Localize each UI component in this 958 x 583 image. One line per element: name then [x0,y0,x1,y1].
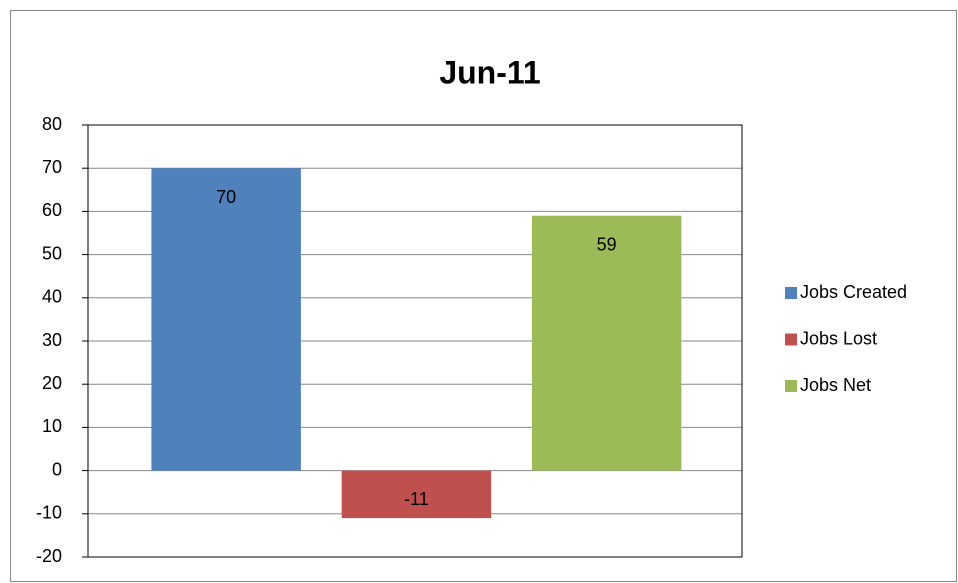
plot-border [87,124,743,558]
data-label: -11 [404,489,429,509]
y-tick-label: -20 [36,546,62,566]
data-label: 70 [216,187,236,207]
bar [531,215,682,471]
y-tick-label: 30 [42,330,62,350]
legend-label: Jobs Lost [800,328,877,348]
y-tick-label: 60 [42,200,62,220]
legend-label: Jobs Created [800,282,907,302]
chart-title: Jun-11 [439,54,540,90]
data-label: 59 [597,234,617,254]
legend-label: Jobs Net [800,375,871,395]
y-tick-label: 70 [42,157,62,177]
y-tick-label: 50 [42,243,62,263]
y-tick-label: 80 [42,114,62,134]
y-tick-label: 20 [42,373,62,393]
y-tick-label: -10 [36,503,62,523]
y-tick-label: 10 [42,416,62,436]
y-tick-label: 40 [42,287,62,307]
legend-swatch [785,287,797,299]
bar [151,168,301,471]
bar [341,470,492,519]
legend-swatch [785,380,797,392]
y-tick-label: 0 [52,459,62,479]
legend-swatch [785,333,797,346]
